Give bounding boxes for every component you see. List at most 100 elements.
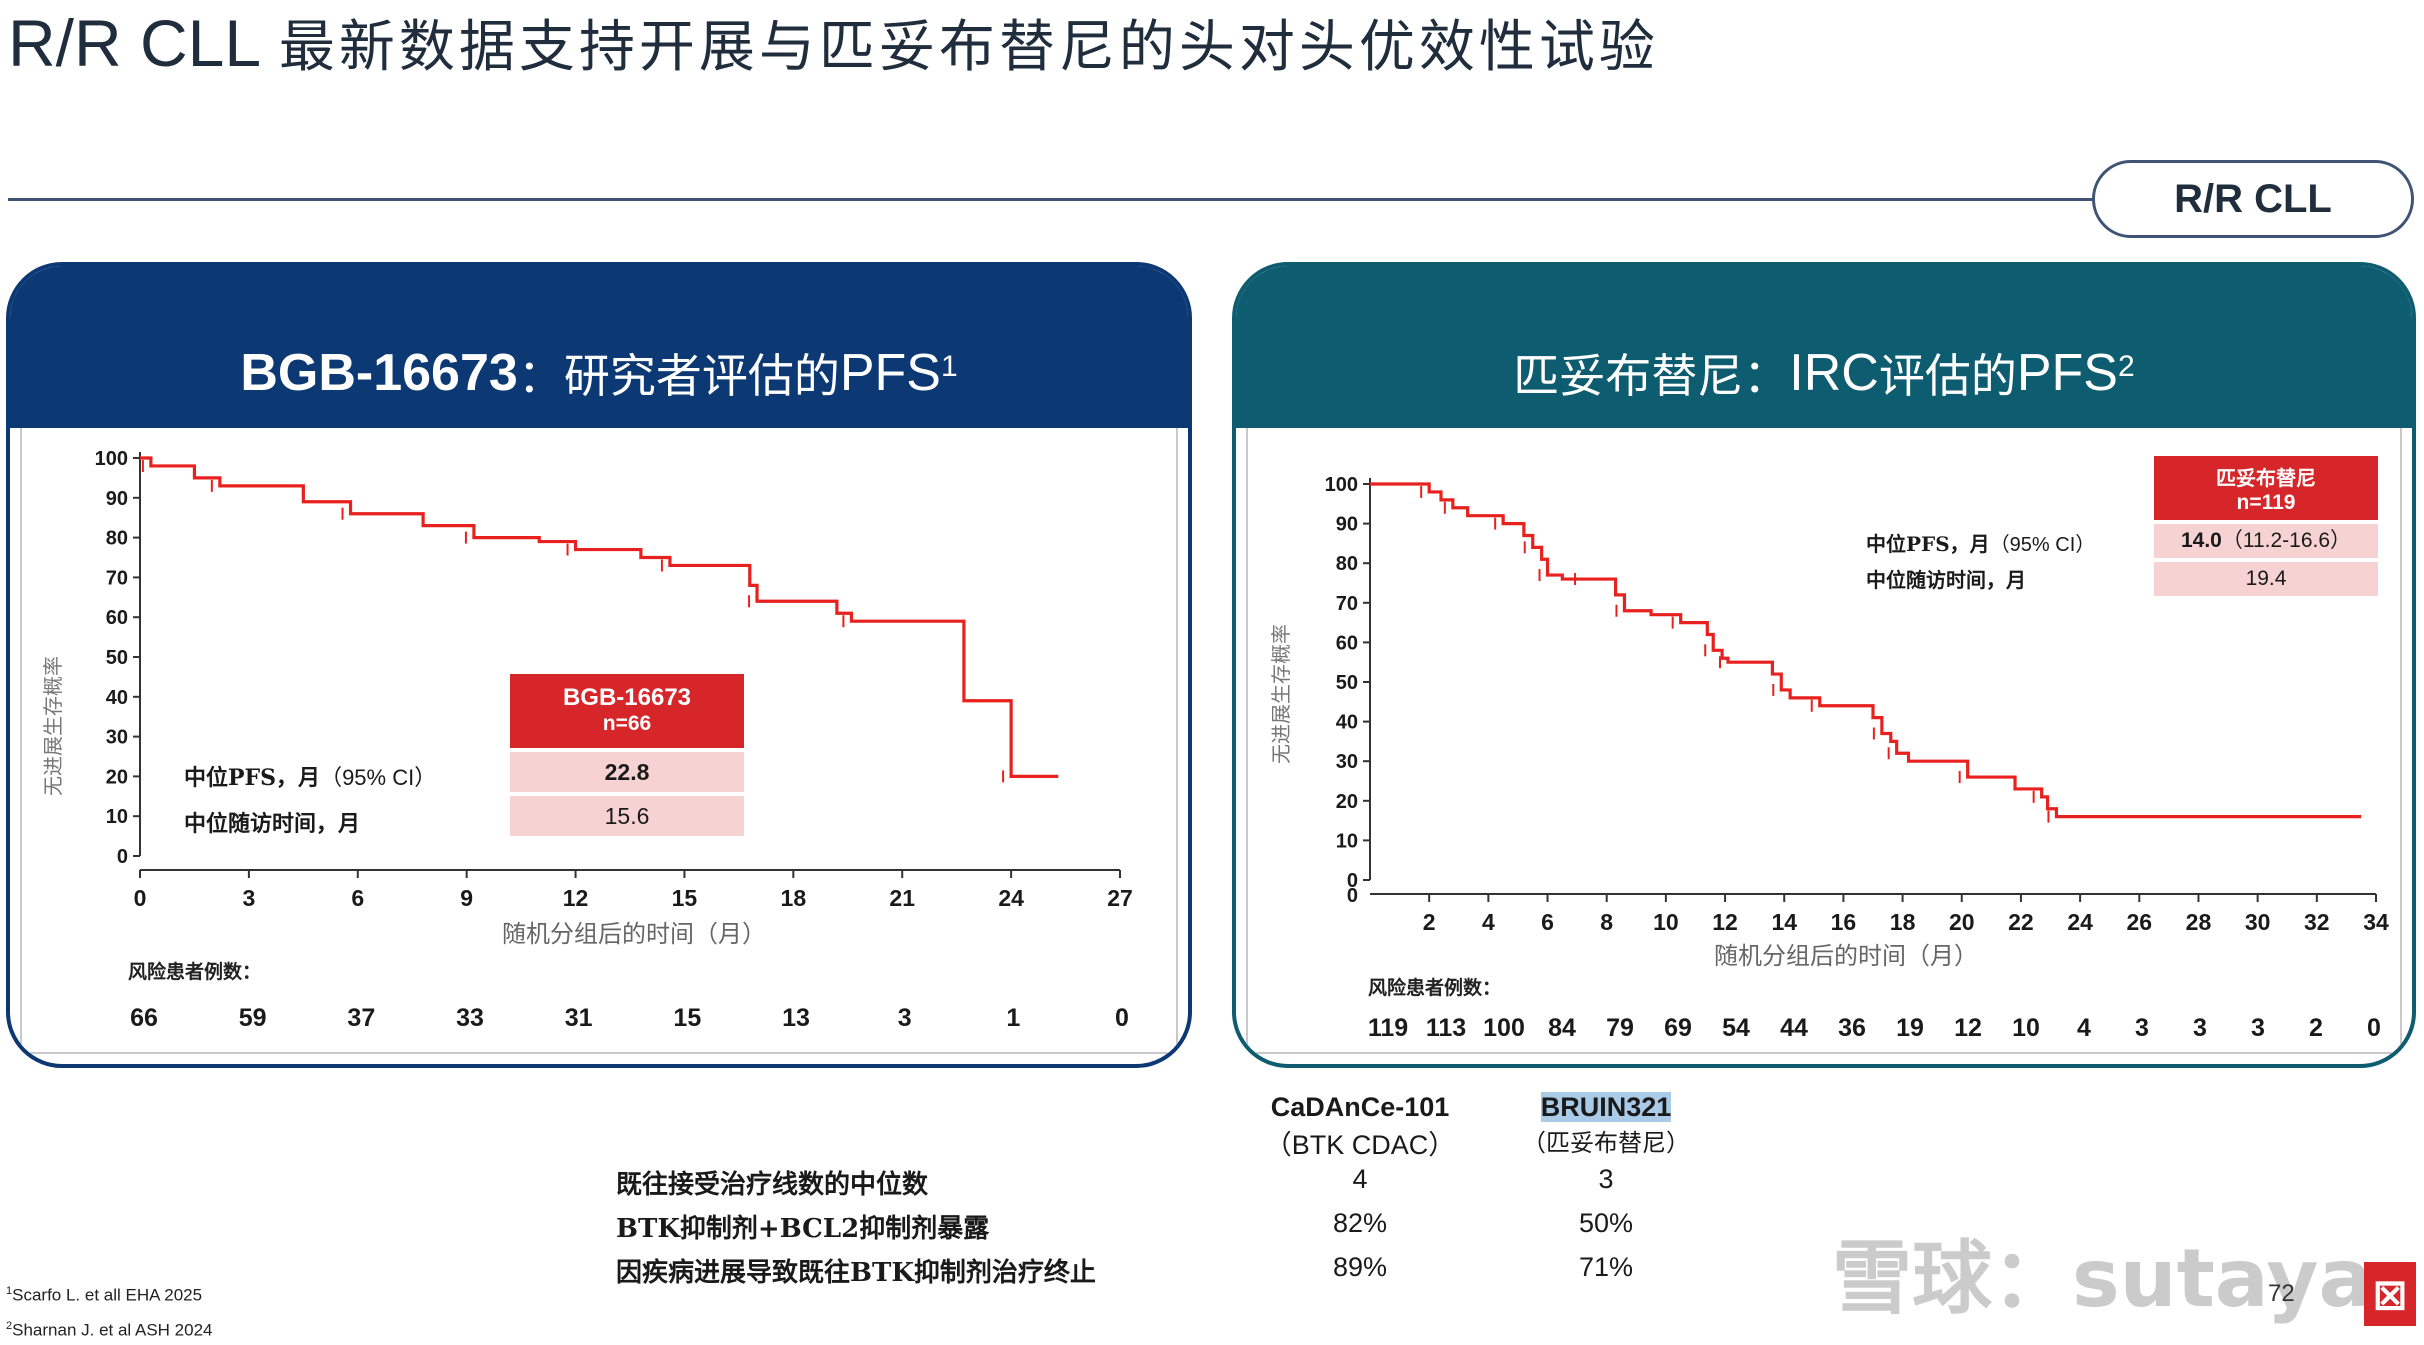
reference-2-text: Sharnan J. et al ASH 2024 [12,1320,213,1340]
right-x-tick-label: 2 [1423,909,1436,935]
right-heading-zh: 匹妥布替尼 [1513,349,1744,403]
right-risk-count: 113 [1426,1014,1466,1042]
left-x-tick-label: 0 [134,885,147,911]
left-y-tick-label: 90 [106,488,128,510]
left-risk-count: 59 [239,1004,267,1032]
left-panel: BGB-16673：研究者评估的 PFS 1 无进展生存概率 随机分组后的时间（月）… [6,262,1192,1068]
right-y-tick-label: 60 [1336,632,1358,654]
right-panel: 匹妥布替尼： IRC 评估的 PFS 2 无进展生存概率 随机分组后的时间（月） 风险患… [1232,262,2416,1068]
right-y-tick-label: 70 [1336,593,1358,615]
left-heading-drug: BGB-16673 [240,344,518,402]
left-risk-count: 3 [898,1004,912,1032]
right-x-tick-label: 30 [2245,909,2271,935]
left-x-tick-label: 9 [460,885,473,911]
right-x-tick-label: 12 [1712,909,1738,935]
right-median-pfs-ci: （11.2-16.6） [2221,529,2352,552]
right-table-header-drug: 匹妥布替尼 [2216,466,2316,490]
section-tag: R/R CLL [2092,160,2414,238]
left-median-pfs-label: 中位PFS，月（95% CI） [184,760,436,792]
left-y-tick-label: 60 [106,607,128,629]
left-x-tick-label: 3 [242,885,255,911]
comparison-row-1-label: 既往接受治疗线数的中位数 [616,1170,929,1200]
page-number: 72 [2268,1280,2295,1307]
right-x-axis-label: 随机分组后的时间（月） [1714,942,1978,970]
left-risk-count: 37 [347,1004,375,1032]
reference-1: 1Scarfo L. et all EHA 2025 [6,1276,212,1311]
right-median-pfs-label-ci: （95% CI） [1989,534,2096,556]
right-risk-label: 风险患者例数： [1368,976,1501,999]
right-y-tick-label: 30 [1336,751,1358,773]
comparison-row-1-v1: 4 [1352,1164,1368,1194]
left-followup-label-text: 中位随访时间，月 [184,811,361,837]
comparison-table: CaDAnCe-101 （BTK CDAC） BRUIN321 （匹妥布替尼） … [0,1084,1800,1314]
right-x-tick-label: 28 [2186,909,2212,935]
right-table-header-n: n=119 [2236,491,2296,514]
right-heading-sep: ： [1743,349,1790,403]
right-x-tick-label: 10 [1653,909,1679,935]
left-heading-pfs: PFS [839,344,941,402]
left-y-tick-label: 30 [106,727,128,749]
right-heading-pfs: PFS [2016,344,2118,402]
right-y-tick-label: 50 [1336,672,1358,694]
right-median-pfs-label: 中位PFS，月（95% CI） [1866,528,2095,557]
left-panel-heading: BGB-16673：研究者评估的 PFS 1 [10,266,1188,428]
right-followup-label-text: 中位随访时间，月 [1866,568,2026,592]
right-risk-count: 79 [1606,1014,1634,1042]
left-risk-count: 15 [673,1004,701,1032]
right-x-tick-label: 32 [2304,909,2330,935]
left-y-tick-label: 0 [117,846,128,868]
reference-1-sup: 1 [6,1285,13,1297]
left-y-tick-label: 100 [95,448,128,470]
right-risk-count: 10 [2012,1014,2040,1042]
right-risk-count: 100 [1483,1014,1525,1042]
right-y-tick-label: 40 [1336,712,1358,734]
comparison-col2-name: BRUIN321 [1540,1092,1672,1122]
right-y-tick-label: 80 [1336,553,1358,575]
left-x-tick-label: 27 [1107,885,1133,911]
left-survival-curve [140,456,1059,778]
right-x-tick-label: 14 [1771,909,1797,935]
logo-icon: ⊠ [2364,1262,2416,1326]
left-risk-count: 13 [782,1004,810,1032]
right-followup-label: 中位随访时间，月 [1866,564,2026,593]
right-y-axis-label: 无进展生存概率 [1269,624,1293,764]
left-risk-label: 风险患者例数： [128,960,261,983]
watermark: 雪球：sutaya [1832,1232,2373,1325]
left-risk-count: 0 [1115,1004,1129,1032]
left-x-tick-label: 24 [998,885,1024,911]
left-followup-label: 中位随访时间，月 [184,806,360,838]
right-x-tick-label: 4 [1482,909,1495,935]
reference-2: 2Sharnan J. et al ASH 2024 [6,1311,212,1345]
right-x-tick-label: 20 [1949,909,1975,935]
right-x-tick-label: 24 [2067,909,2093,935]
right-heading-irc: IRC [1789,344,1879,402]
comparison-row-3-label: 因疾病进展导致既往BTK抑制剂治疗终止 [616,1258,1096,1288]
left-median-pfs-label-zh: 中位PFS，月 [184,765,321,791]
left-table-header: BGB-16673 n=66 [510,674,744,748]
right-risk-count: 3 [2193,1014,2207,1042]
reference-2-sup: 2 [6,1319,13,1332]
right-table-header: 匹妥布替尼 n=119 [2154,456,2378,520]
title-zh: 最新数据支持开展与匹妥布替尼的头对头优效性试验 [278,15,1659,80]
left-heading-zh: 研究者评估的 [563,349,840,403]
left-x-tick-label: 18 [781,885,807,911]
left-x-tick-label: 6 [351,885,364,911]
right-x-tick-label: 22 [2008,909,2034,935]
right-median-pfs-value: 14.0（11.2-16.6） [2154,524,2378,558]
right-heading-sup: 2 [2118,350,2135,383]
right-y-tick-label: 100 [1325,474,1358,496]
right-risk-count: 3 [2251,1014,2265,1042]
right-y-tick-label: 90 [1336,514,1358,536]
left-risk-count: 66 [130,1004,158,1032]
left-x-tick-label: 12 [563,885,589,911]
left-x-tick-label: 21 [889,885,915,911]
left-risk-count: 31 [565,1004,593,1032]
right-risk-count: 69 [1664,1014,1692,1042]
right-y-tick-label: 10 [1336,830,1358,852]
left-median-pfs-value: 22.8 [510,752,744,792]
comparison-col2-sub: （匹妥布替尼） [1522,1129,1690,1157]
right-x-tick-label: 6 [1541,909,1554,935]
left-y-tick-label: 70 [106,567,128,589]
left-y-tick-label: 80 [106,528,128,550]
right-risk-count: 19 [1896,1014,1924,1042]
